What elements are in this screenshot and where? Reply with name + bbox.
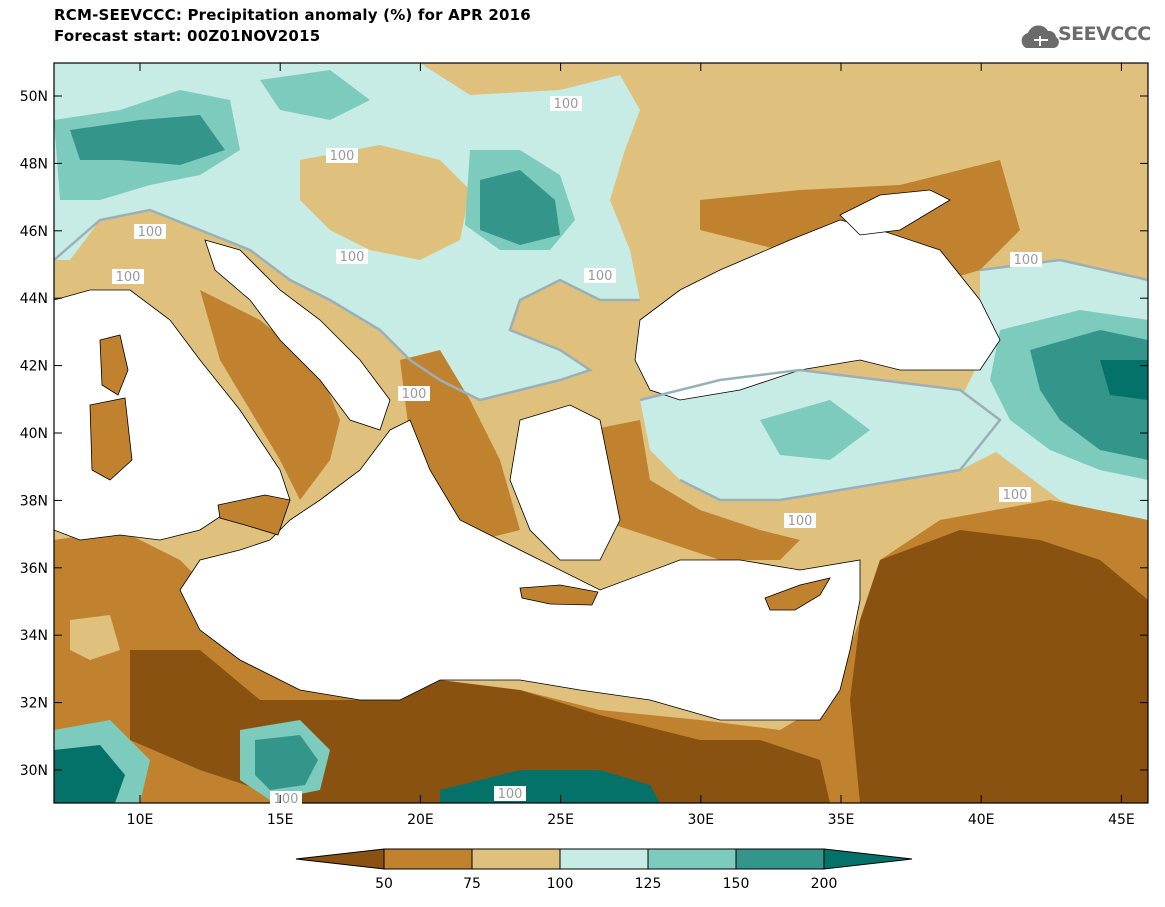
lat-label: 40N [20, 426, 48, 442]
longitude-axis: 10E 15E 20E 25E 30E 35E 40E 45E [127, 63, 1135, 828]
dry-region-western-turkey [580, 420, 800, 560]
cyprus-island [764, 577, 831, 611]
contour-label-100: 100 [788, 514, 813, 529]
contour-label-100: 100 [588, 269, 613, 284]
lat-label: 38N [20, 493, 48, 509]
very-wet-patch-alps [70, 115, 225, 165]
lat-label: 48N [20, 156, 48, 172]
contour-100-lines [54, 208, 1148, 502]
contour-label-bg [270, 791, 302, 806]
lat-label: 50N [20, 89, 48, 105]
lon-label: 20E [407, 812, 434, 828]
lon-label: 25E [547, 812, 574, 828]
corsica-island [99, 334, 129, 396]
colorbar-tick-label: 50 [375, 876, 393, 892]
very-wet-patch-carpathians [480, 170, 560, 245]
colorbar-right-arrow [823, 848, 913, 870]
contour-label-bg [550, 96, 582, 111]
colorbar-swatch [471, 848, 561, 870]
crete-island [519, 584, 599, 606]
dry-patch-pannonia [300, 145, 470, 260]
contour-label-100: 100 [116, 270, 141, 285]
extremely-wet-patch-caucasus [1100, 360, 1148, 400]
contour-labels: 100100100100100100100100100100100100100 [112, 96, 1042, 807]
colorbar-tick-label: 100 [547, 876, 574, 892]
lat-label: 34N [20, 628, 48, 644]
seevccc-logo: SEEVCCC [1058, 23, 1151, 45]
lon-label: 45E [1108, 812, 1135, 828]
sea-of-azov [839, 189, 951, 236]
lat-label: 32N [20, 696, 48, 712]
colorbar-swatch [383, 848, 473, 870]
dry-region-italy [200, 290, 340, 500]
colorbar-tick-label: 200 [811, 876, 838, 892]
very-wet-patch-libya [255, 735, 318, 790]
contour-label-bg [784, 513, 816, 528]
very-wet-patch-algeria [54, 745, 125, 803]
cloud-icon [1021, 25, 1059, 48]
contour-label-bg [326, 148, 358, 163]
contour-label-bg [494, 786, 526, 801]
sardinia-island [89, 397, 133, 481]
lon-label: 30E [687, 812, 714, 828]
contour-label-100: 100 [554, 97, 579, 112]
wet-patch-anatolia [760, 400, 870, 460]
lon-label: 40E [968, 812, 995, 828]
black-sea [634, 219, 1001, 401]
latitude-axis: 50N 48N 46N 44N 42N 40N 38N 36N 34N 32N 30N [20, 89, 1148, 779]
lat-label: 30N [20, 763, 48, 779]
lat-label: 44N [20, 291, 48, 307]
contour-label-bg [1010, 252, 1042, 267]
colorbar-swatch [647, 848, 737, 870]
contour-label-bg [336, 249, 368, 264]
adriatic-sea [204, 239, 391, 431]
contour-label-100: 100 [1014, 253, 1039, 268]
lat-label: 42N [20, 359, 48, 375]
contour-label-bg [398, 386, 430, 401]
lat-label: 36N [20, 561, 48, 577]
contour-label-100: 100 [138, 225, 163, 240]
contour-label-100: 100 [330, 149, 355, 164]
contour-label-bg [584, 268, 616, 283]
contour-label-100: 100 [402, 387, 427, 402]
colorbar-tick-label: 75 [463, 876, 481, 892]
colorbar-swatch [735, 848, 825, 870]
lon-label: 35E [828, 812, 855, 828]
anomaly-field [54, 63, 1148, 803]
contour-label-100: 100 [340, 250, 365, 265]
colorbar-tick-label: 125 [635, 876, 662, 892]
colorbar-left-arrow [295, 848, 385, 870]
lon-label: 10E [127, 812, 154, 828]
contour-label-100: 100 [1003, 488, 1028, 503]
map-title: RCM-SEEVCCC: Precipitation anomaly (%) f… [54, 6, 531, 24]
very-dry-region-syria-iraq [850, 530, 1148, 803]
contour-label-bg [999, 487, 1031, 502]
contour-label-bg [134, 224, 166, 239]
contour-label-100: 100 [498, 787, 523, 802]
forecast-start-label: Forecast start: 00Z01NOV2015 [54, 27, 321, 45]
colorbar-tick-label: 150 [723, 876, 750, 892]
contour-label-100: 100 [274, 792, 299, 807]
lat-label: 46N [20, 224, 48, 240]
aegean-sea [509, 404, 621, 561]
slightly-dry-patch-tunisia [70, 615, 120, 660]
contour-label-bg [112, 269, 144, 284]
colorbar-swatch [559, 848, 649, 870]
lon-label: 15E [267, 812, 294, 828]
colorbar: 50 75 100 125 150 200 [295, 848, 913, 892]
wet-patch-bohemia [260, 70, 370, 120]
sicily-island [217, 494, 291, 536]
